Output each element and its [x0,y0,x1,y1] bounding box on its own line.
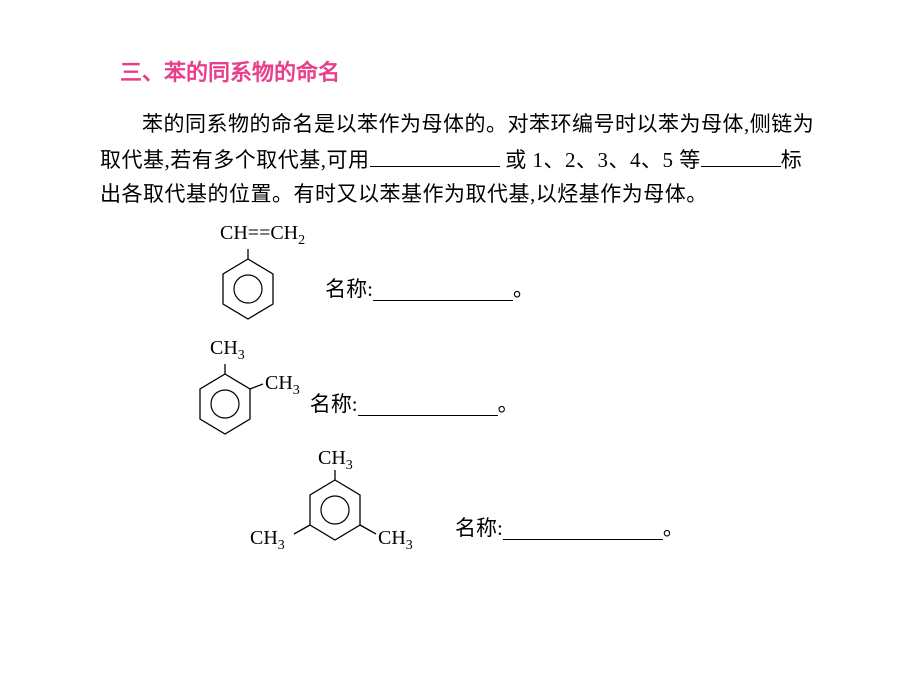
s2-sub2: 3 [293,383,300,398]
s2-label-text: 名称: [310,388,358,418]
structure-3-label: 名称: 。 [455,512,684,542]
structure-2: CH3 CH3 [190,337,300,444]
structure-2-sidegroup: CH3 [265,372,300,399]
s2-sub1: 3 [238,348,245,363]
structure-row-2: CH3 CH3 名称: 。 [190,337,820,444]
s1-label-text: 名称: [325,273,373,303]
s3-left: CH [250,527,278,549]
section-title: 三、苯的同系物的命名 [120,55,820,87]
structure-3: CH3 CH3 CH3 [220,452,450,562]
para-part2: 或 1、2、3、4、5 等 [505,148,701,172]
answer-blank-1 [373,276,513,301]
s3-label-text: 名称: [455,512,503,542]
benzene-icon [190,364,265,444]
period-1: 。 [513,273,534,303]
s3-right-group: CH3 [378,527,413,554]
period-3: 。 [663,512,684,542]
structure-row-1: CH==CH2 名称: 。 [190,222,820,329]
blank-2 [701,142,781,167]
s2-group1: CH [210,337,238,359]
s1-group: CH==CH [220,222,298,244]
blank-1 [370,142,500,167]
s3-right: CH [378,527,406,549]
s1-sub: 2 [298,233,305,248]
structure-row-3: CH3 CH3 CH3 名称: 。 [220,452,820,562]
s3-left-group: CH3 [250,527,285,554]
answer-blank-3 [503,515,663,540]
structure-1-topgroup: CH==CH2 [220,222,305,249]
body-paragraph: 苯的同系物的命名是以苯作为母体的。对苯环编号时以苯为母体,侧链为取代基,若有多个… [100,107,820,212]
period-2: 。 [498,388,519,418]
benzene-icon [213,249,283,329]
answer-blank-2 [358,391,498,416]
s3-right-sub: 3 [406,538,413,553]
s3-left-sub: 3 [278,538,285,553]
structure-1-label: 名称: 。 [325,273,534,303]
s2-group2: CH [265,372,293,394]
structure-2-topgroup: CH3 [210,337,245,364]
structure-1: CH==CH2 [190,222,305,329]
structure-2-label: 名称: 。 [310,388,519,418]
